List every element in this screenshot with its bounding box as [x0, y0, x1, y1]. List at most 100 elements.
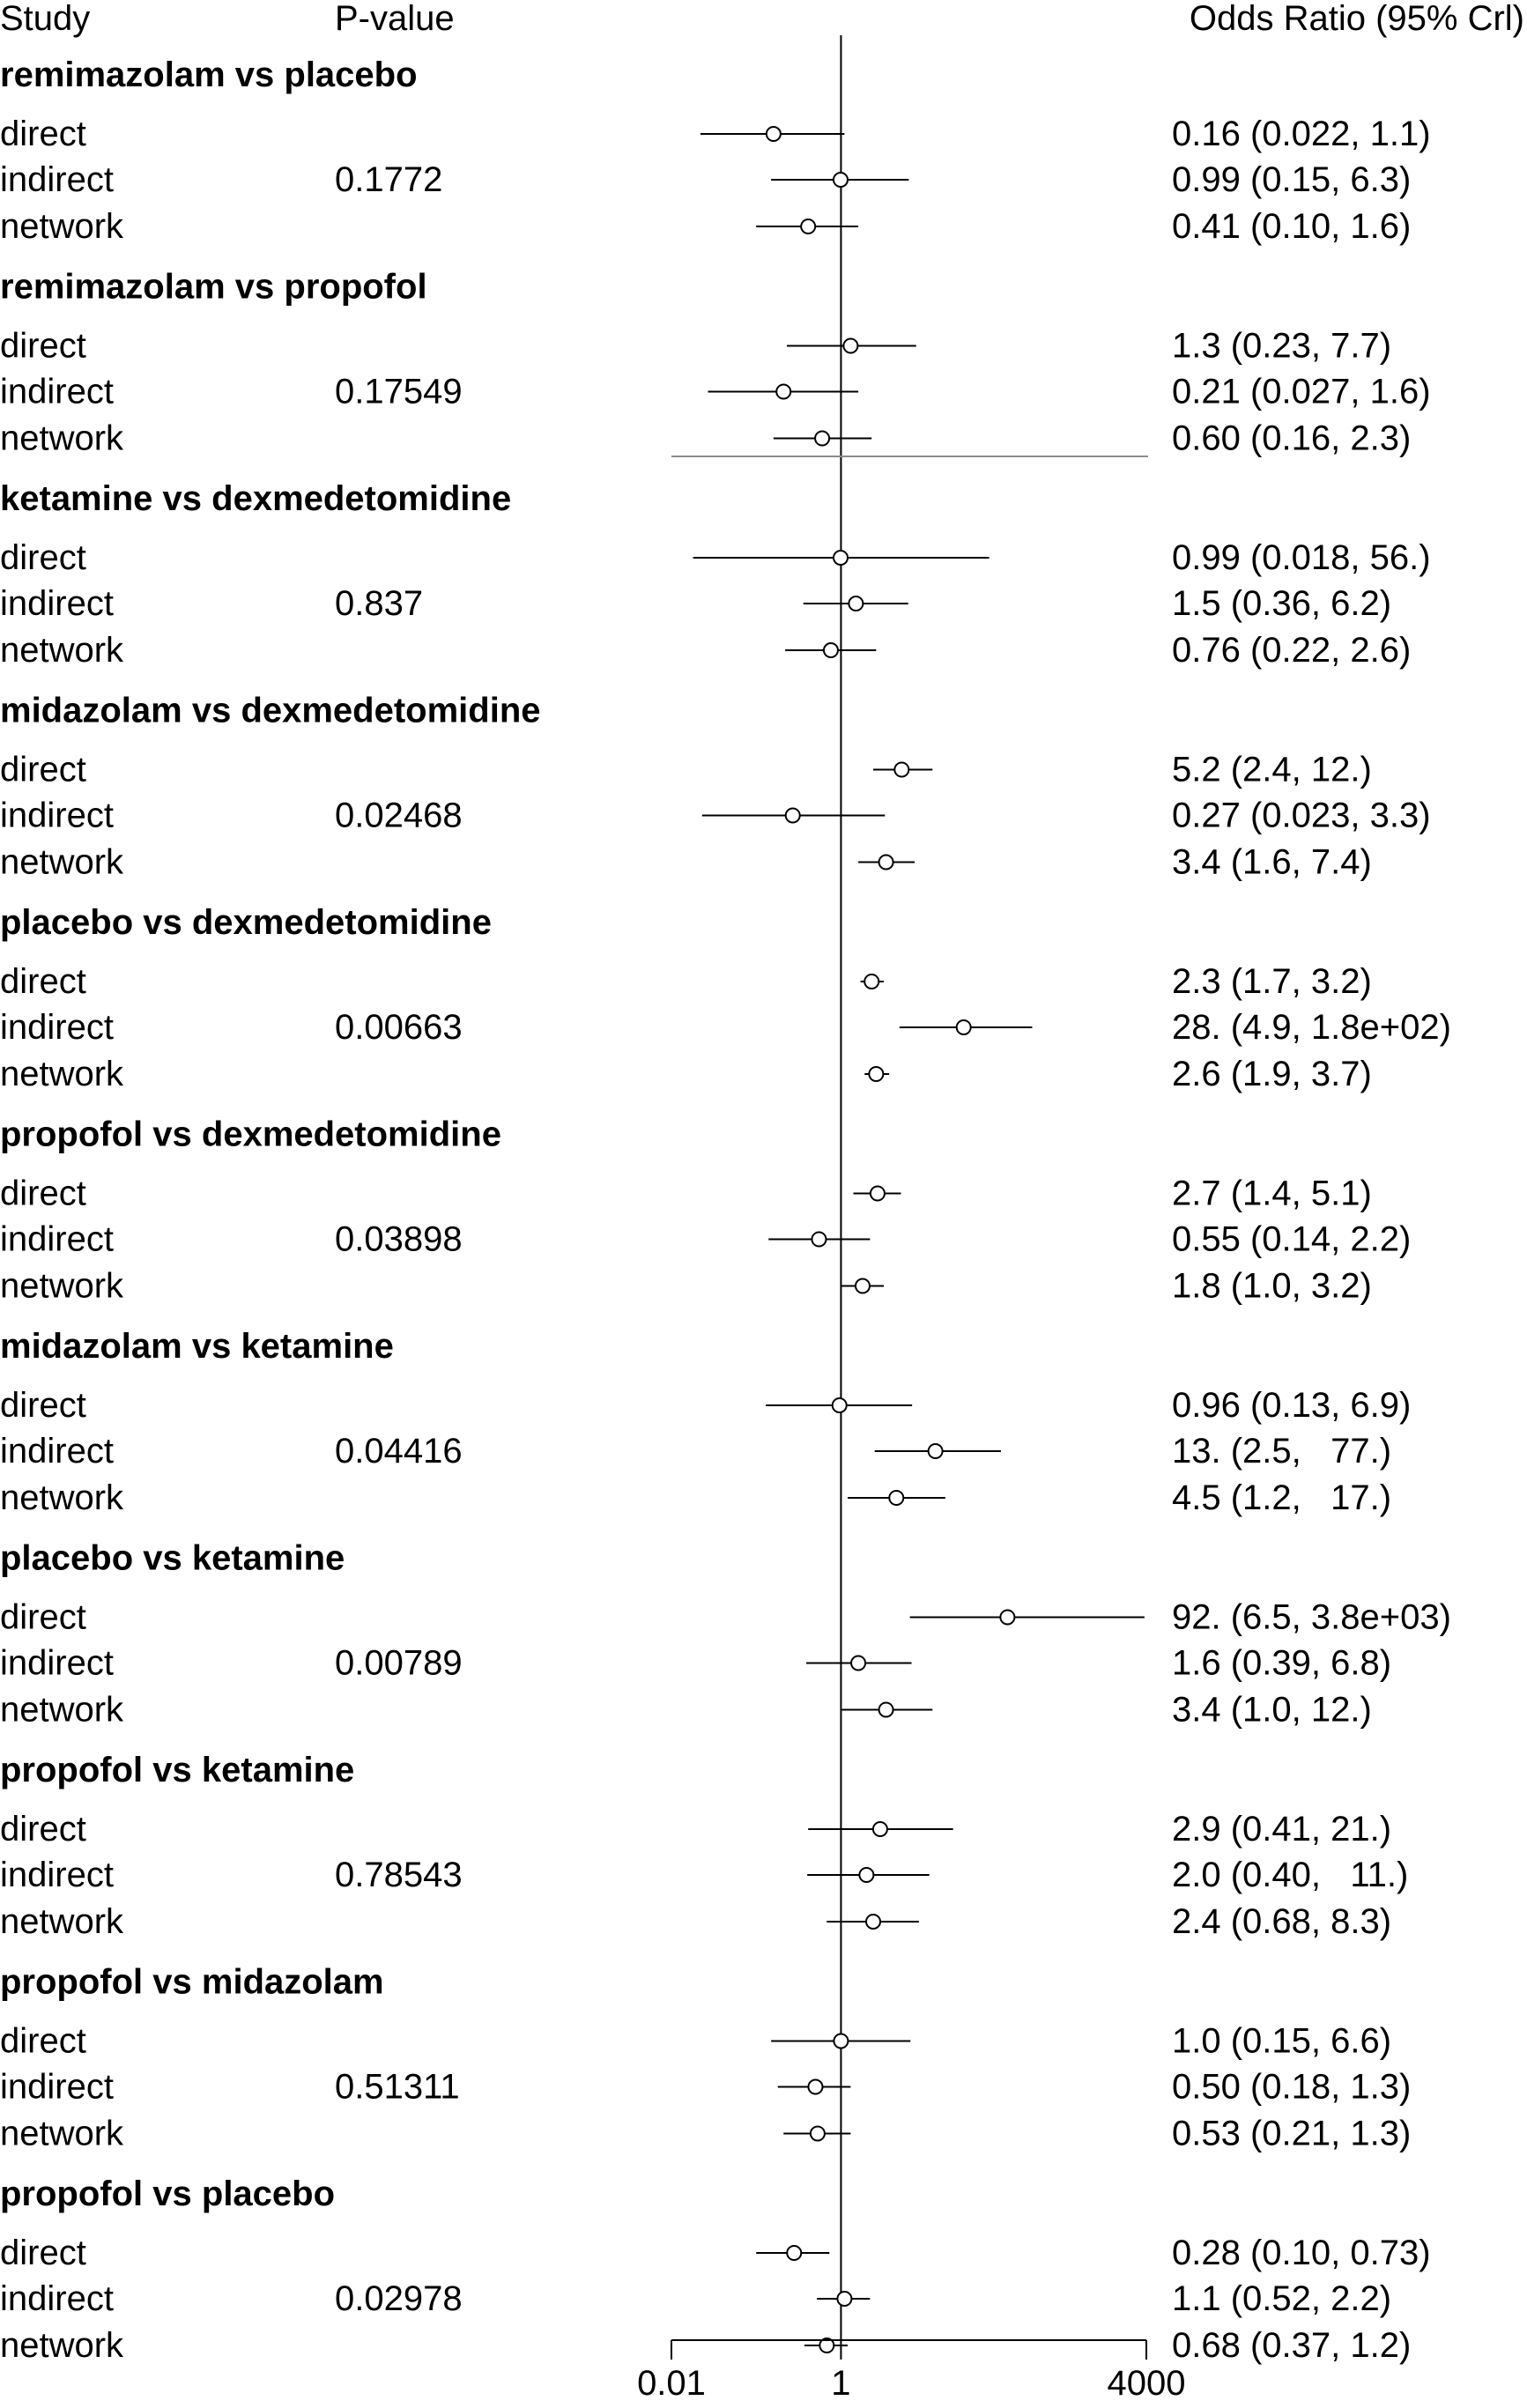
row-label: network: [0, 1055, 124, 1093]
row-label: indirect: [0, 1856, 114, 1894]
row-label: direct: [0, 1174, 86, 1213]
estimate-marker: [893, 761, 910, 778]
row-label: indirect: [0, 1432, 114, 1471]
estimate-text: 0.99 (0.15, 6.3): [1172, 160, 1411, 199]
estimate-marker: [833, 172, 849, 188]
row-label: indirect: [0, 373, 114, 411]
group-title: placebo vs ketamine: [0, 1539, 345, 1578]
estimate-text: 5.2 (2.4, 12.): [1172, 751, 1372, 789]
p-value: 0.1772: [335, 160, 442, 199]
estimate-text: 0.21 (0.027, 1.6): [1172, 373, 1431, 411]
row-label: indirect: [0, 160, 114, 199]
row-label: direct: [0, 962, 86, 1001]
estimate-marker: [864, 974, 880, 989]
group-title: propofol vs placebo: [0, 2175, 335, 2213]
estimate-marker: [831, 1397, 848, 1413]
estimate-marker: [850, 1655, 867, 1671]
group-title: midazolam vs ketamine: [0, 1327, 394, 1366]
p-value: 0.837: [335, 584, 423, 623]
x-tick-label: 4000: [1108, 2364, 1186, 2403]
estimate-text: 28. (4.9, 1.8e+02): [1172, 1008, 1451, 1047]
estimate-marker: [784, 807, 801, 824]
estimate-marker: [786, 2245, 803, 2261]
p-value: 0.02468: [335, 796, 463, 835]
estimate-marker: [927, 1443, 944, 1459]
estimate-marker: [869, 1185, 886, 1202]
estimate-text: 92. (6.5, 3.8e+03): [1172, 1598, 1451, 1637]
p-value: 0.17549: [335, 373, 463, 411]
estimate-text: 4.5 (1.2, 17.): [1172, 1478, 1391, 1517]
estimate-text: 0.16 (0.022, 1.1): [1172, 115, 1431, 153]
estimate-text: 2.9 (0.41, 21.): [1172, 1810, 1391, 1849]
row-label: network: [0, 1478, 124, 1517]
group-title: placebo vs dexmedetomidine: [0, 903, 492, 942]
p-value: 0.00663: [335, 1008, 463, 1047]
estimate-text: 0.60 (0.16, 2.3): [1172, 419, 1411, 458]
estimate-text: 0.99 (0.018, 56.): [1172, 538, 1431, 577]
row-label: network: [0, 1691, 124, 1730]
estimate-marker: [833, 550, 849, 566]
p-value: 0.51311: [335, 2068, 460, 2107]
estimate-marker: [858, 1867, 875, 1883]
estimate-text: 0.41 (0.10, 1.6): [1172, 207, 1411, 246]
p-value: 0.03898: [335, 1220, 463, 1259]
estimate-marker: [819, 2338, 835, 2353]
estimate-text: 1.1 (0.52, 2.2): [1172, 2279, 1391, 2318]
estimate-marker: [775, 383, 792, 400]
row-label: direct: [0, 1810, 86, 1849]
row-label: indirect: [0, 584, 114, 623]
row-label: indirect: [0, 796, 114, 835]
estimate-text: 0.76 (0.22, 2.6): [1172, 631, 1411, 670]
group-title: remimazolam vs propofol: [0, 268, 427, 307]
estimate-text: 2.0 (0.40, 11.): [1172, 1856, 1408, 1894]
estimate-text: 1.6 (0.39, 6.8): [1172, 1644, 1391, 1683]
estimate-text: 1.3 (0.23, 7.7): [1172, 327, 1391, 366]
estimate-marker: [878, 1701, 894, 1718]
estimate-text: 0.55 (0.14, 2.2): [1172, 1220, 1411, 1259]
group-title: midazolam vs dexmedetomidine: [0, 692, 541, 730]
row-label: indirect: [0, 2068, 114, 2107]
row-label: direct: [0, 2234, 86, 2272]
estimate-marker: [800, 219, 817, 234]
estimate-text: 2.7 (1.4, 5.1): [1172, 1174, 1372, 1213]
row-label: indirect: [0, 1644, 114, 1683]
p-value: 0.02978: [335, 2279, 463, 2318]
plot-area: remimazolam vs placebo direct 0.16 (0.022,…: [0, 35, 1451, 2403]
estimate-marker: [822, 642, 839, 658]
row-label: network: [0, 1902, 124, 1941]
header-pvalue: P-value: [335, 0, 455, 38]
x-tick-label: 1: [831, 2364, 850, 2403]
estimate-text: 3.4 (1.0, 12.): [1172, 1691, 1372, 1730]
estimate-marker: [871, 1821, 888, 1837]
estimate-text: 2.4 (0.68, 8.3): [1172, 1902, 1391, 1941]
estimate-text: 0.68 (0.37, 1.2): [1172, 2326, 1411, 2365]
estimate-marker: [848, 596, 864, 611]
estimate-text: 0.96 (0.13, 6.9): [1172, 1386, 1411, 1425]
group-title: remimazolam vs placebo: [0, 56, 418, 94]
row-label: indirect: [0, 1008, 114, 1047]
group-title: propofol vs ketamine: [0, 1751, 354, 1789]
estimate-marker: [814, 430, 831, 447]
estimate-marker: [836, 2291, 853, 2307]
estimate-marker: [878, 854, 894, 871]
row-label: direct: [0, 538, 86, 577]
estimate-text: 0.28 (0.10, 0.73): [1172, 2234, 1431, 2272]
estimate-text: 13. (2.5, 77.): [1172, 1432, 1391, 1471]
row-label: network: [0, 2115, 124, 2153]
row-label: direct: [0, 115, 86, 153]
group-title: ketamine vs dexmedetomidine: [0, 479, 511, 518]
estimate-marker: [842, 337, 859, 354]
row-label: indirect: [0, 2279, 114, 2318]
row-label: network: [0, 2326, 124, 2365]
estimate-text: 0.27 (0.023, 3.3): [1172, 796, 1431, 835]
estimate-marker: [888, 1490, 905, 1506]
estimate-marker: [809, 2125, 826, 2142]
estimate-marker: [833, 2033, 849, 2049]
p-value: 0.78543: [335, 1856, 463, 1894]
row-label: direct: [0, 1386, 86, 1425]
header-study: Study: [0, 0, 90, 38]
x-tick-label: 0.01: [637, 2364, 706, 2403]
estimate-marker: [955, 1019, 972, 1035]
group-title: propofol vs midazolam: [0, 1963, 384, 2002]
